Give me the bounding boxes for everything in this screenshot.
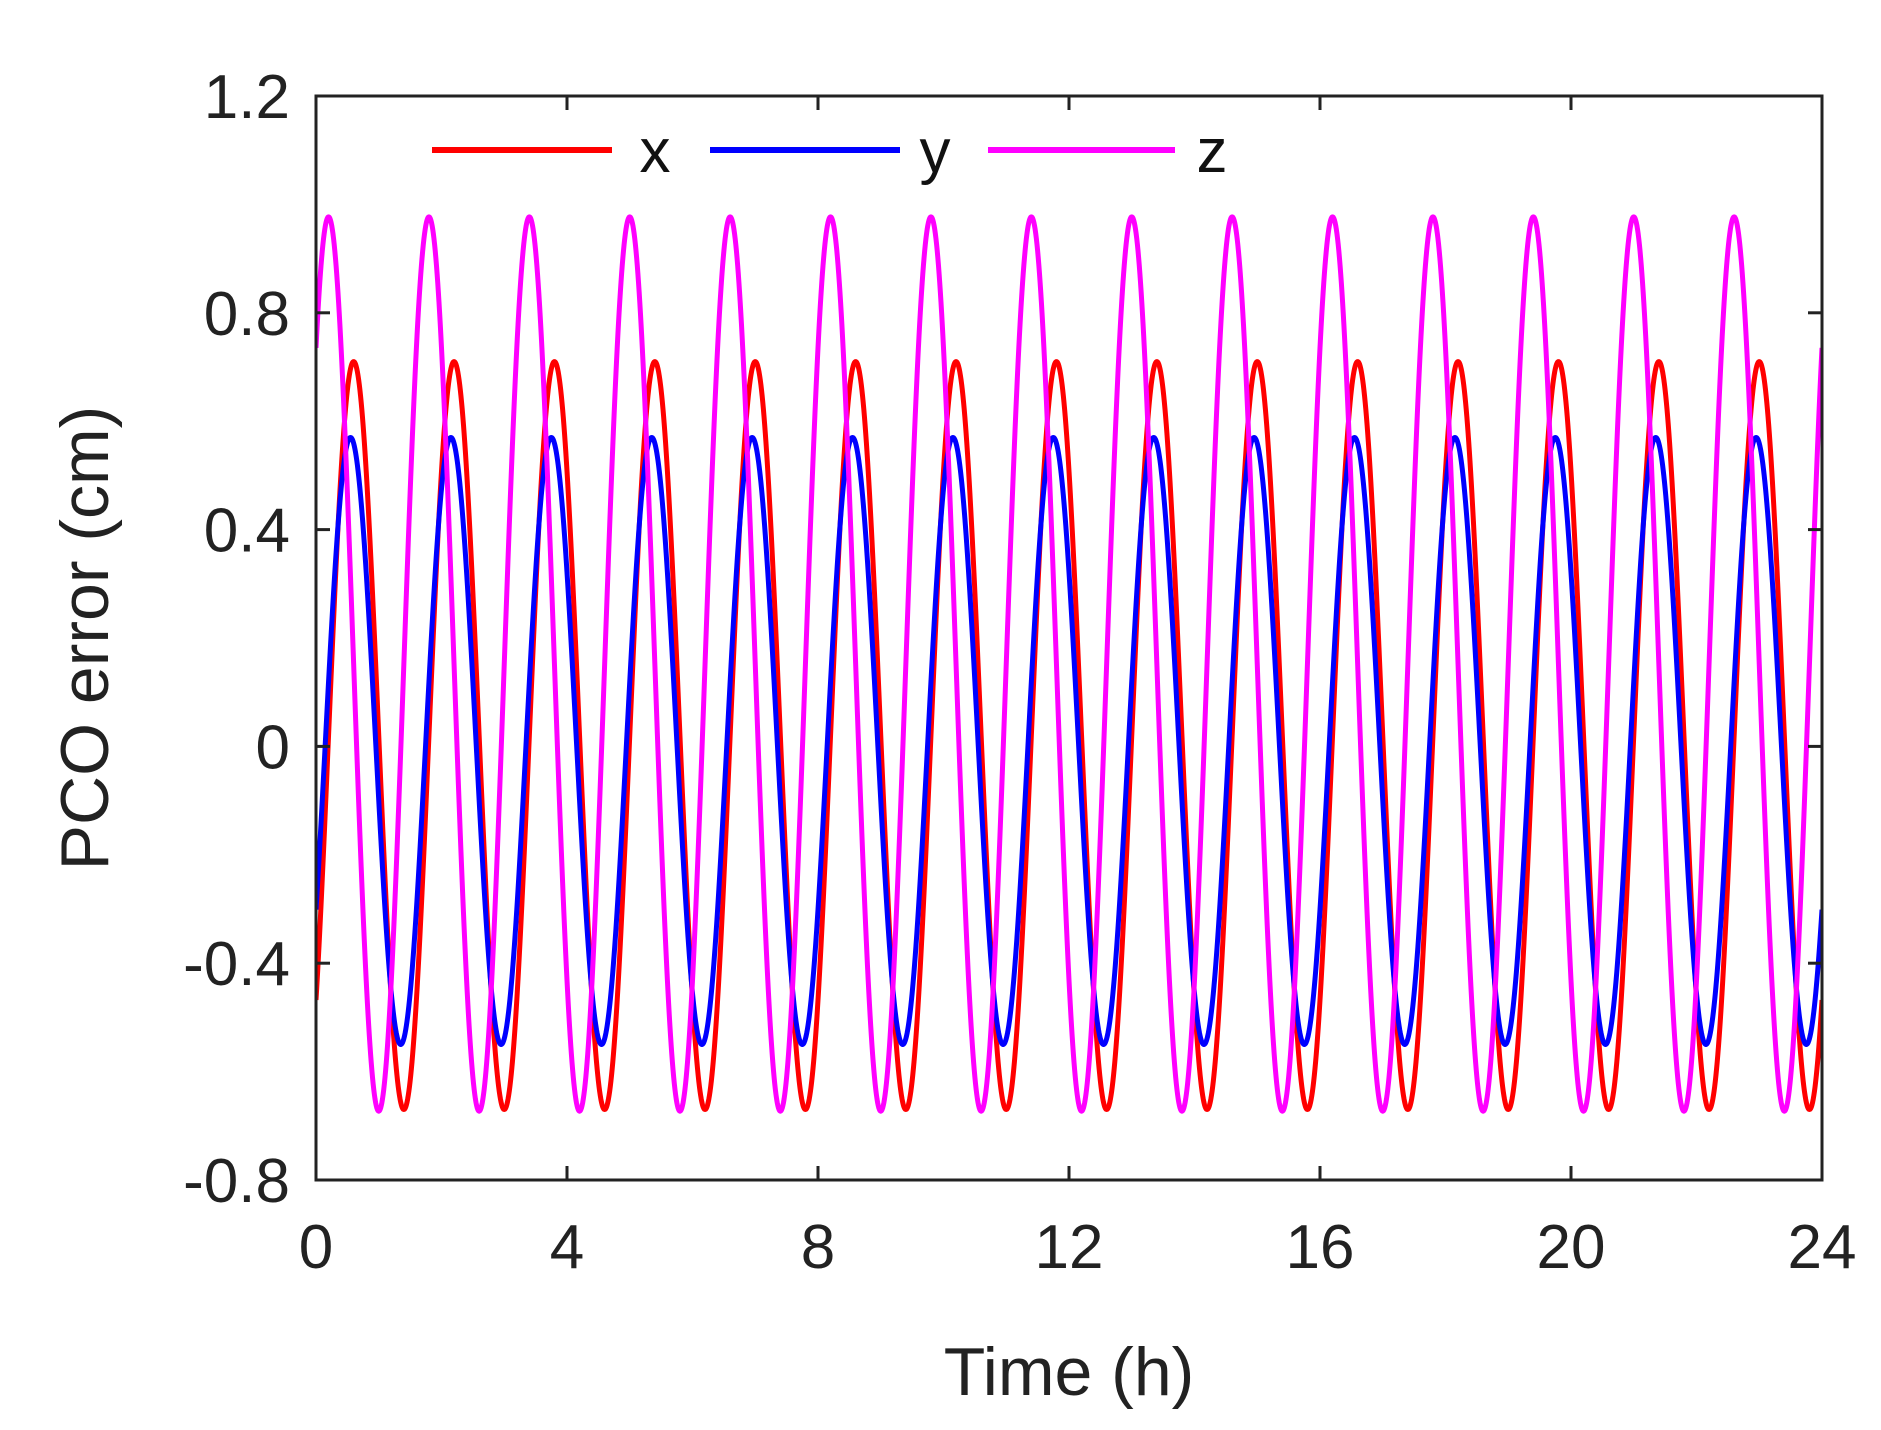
series-line-x: [316, 359, 1822, 1113]
y-tick-label: 0.8: [204, 280, 290, 349]
x-tick-label: 0: [299, 1213, 333, 1282]
y-axis-label: PCO error (cm): [47, 406, 123, 871]
y-tick-label: 0.4: [204, 497, 290, 566]
legend-label-z: z: [1197, 117, 1228, 186]
x-tick-label: 4: [550, 1213, 584, 1282]
legend-label-y: y: [920, 117, 951, 186]
series-line-y: [316, 434, 1822, 1047]
x-axis-label: Time (h): [944, 1334, 1195, 1410]
series-layer: [316, 214, 1822, 1114]
x-tick-label: 16: [1286, 1213, 1355, 1282]
x-tick-label: 20: [1537, 1213, 1606, 1282]
legend: x y z: [432, 117, 1228, 186]
x-tick-label: 8: [801, 1213, 835, 1282]
x-tick-label: 12: [1035, 1213, 1104, 1282]
y-tick-label: 0: [256, 713, 290, 782]
y-tick-label: -0.4: [183, 930, 290, 999]
y-tick-label: -0.8: [183, 1147, 290, 1216]
y-tick-label: 1.2: [204, 63, 290, 132]
legend-label-x: x: [640, 117, 671, 186]
series-line-z: [316, 214, 1822, 1114]
x-tick-label: 24: [1788, 1213, 1857, 1282]
axis-ticks: 0 4 8 12 16 20 24 -0.8 -0.4 0 0.4 0.8 1.2: [183, 63, 1856, 1282]
